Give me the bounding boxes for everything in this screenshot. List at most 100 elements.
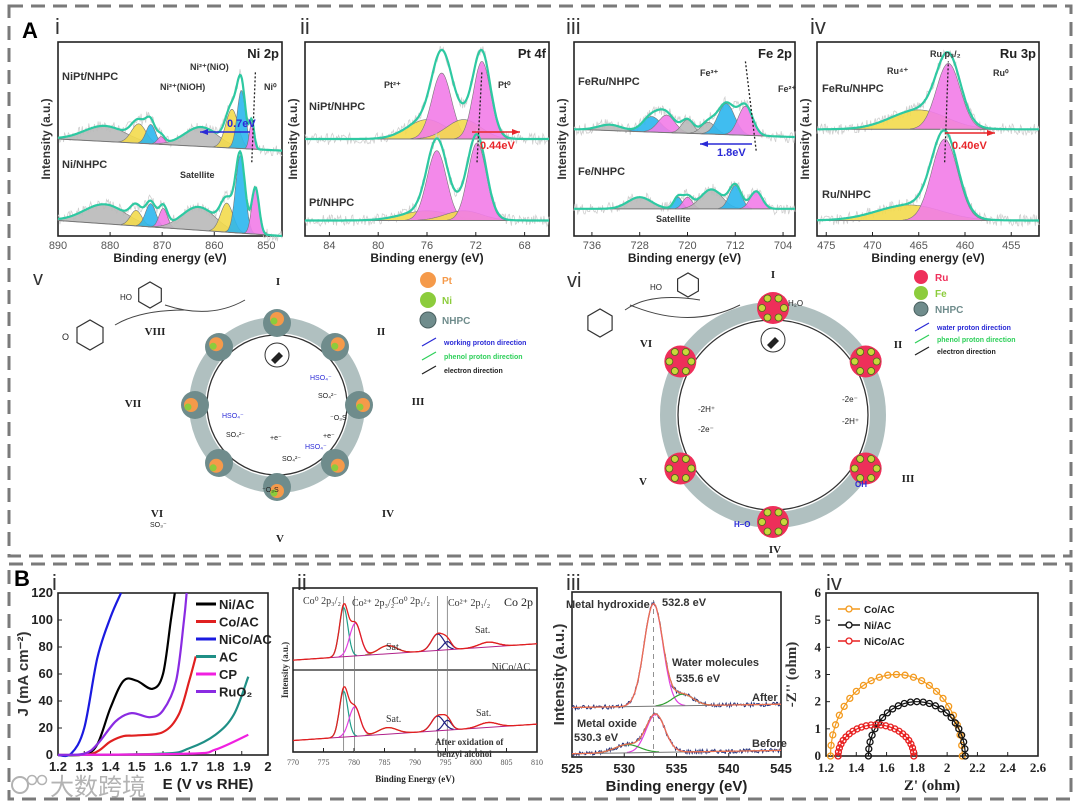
data-point — [951, 719, 959, 727]
fe-atom — [774, 313, 783, 322]
x-tick-label: 1.4 — [101, 759, 120, 774]
fe-atom — [850, 464, 859, 473]
legend-label: Ni/AC — [219, 597, 255, 612]
x-tick-label: 84 — [323, 240, 335, 252]
annotation-label: Ni²⁺(NiOH) — [160, 82, 205, 92]
chart-A-ii: ii 84 80 76 72 68 Binding energy (eV) Intensity… — [286, 14, 550, 265]
trace-label: Pt/NHPC — [309, 197, 354, 209]
data-point — [864, 752, 873, 760]
y-axis-label: Intensity (a.u.) — [798, 98, 812, 179]
x-tick-label: 850 — [257, 240, 275, 252]
plot-frame — [816, 41, 1040, 237]
data-point — [961, 752, 969, 760]
panel-B-frame — [7, 562, 1073, 801]
y-axis-label: Intensity (a.u.) — [551, 624, 568, 726]
fe-atom — [758, 304, 766, 312]
x-tick-label: 780 — [348, 758, 360, 767]
legend-label: CP — [219, 667, 237, 682]
species-label: +e⁻ — [323, 433, 335, 440]
fe-atom — [763, 527, 772, 536]
data-point — [877, 721, 885, 729]
annotation-label: Ru⁰ — [993, 68, 1009, 78]
fe-atom — [872, 357, 881, 366]
legend-label: Co/AC — [219, 615, 259, 630]
legend-swatch-ru — [914, 270, 928, 284]
x-tick-label: 1.5 — [128, 759, 146, 774]
fe-atom — [681, 455, 690, 463]
x-tick-label: 1.6 — [154, 759, 172, 774]
y-tick-label: 120 — [31, 585, 53, 600]
annotation-label: Sat. — [386, 714, 401, 725]
trace-feru-nhpc — [816, 49, 1040, 137]
shift-label: 0.40eV — [952, 140, 988, 152]
legend-swatch-ni — [420, 292, 436, 308]
data-point — [840, 702, 848, 711]
legend-arrow-label: electron direction — [937, 349, 996, 356]
panel-label-B-iv: iv — [826, 570, 842, 595]
species-label: -2e⁻ — [842, 395, 858, 404]
data-point — [953, 721, 961, 729]
data-point — [846, 694, 854, 703]
x-tick-label: 712 — [726, 240, 744, 252]
legend-label: NHPC — [935, 305, 963, 316]
panel-label-B-ii: ii — [297, 570, 307, 595]
fe-atom — [856, 367, 865, 375]
x-tick-label: 1.7 — [180, 759, 198, 774]
envelope-line — [817, 51, 1039, 131]
annotation-label: Metal oxide — [577, 718, 637, 730]
x-tick-label: 870 — [153, 240, 171, 252]
x-tick-label: 728 — [631, 240, 649, 252]
data-point — [867, 721, 875, 729]
trace-pt-nhpc — [304, 129, 550, 228]
y-tick-label: 40 — [39, 693, 53, 708]
shift-label: 0.44eV — [480, 140, 516, 152]
legend-label: Ru — [935, 273, 948, 284]
x-tick-label: 775 — [318, 758, 330, 767]
species-label: ⁻O₃S — [330, 415, 347, 422]
data-point — [865, 745, 873, 753]
chart-A-iv: iv 475 470 465 460 455 Binding energy (eV) Inte… — [798, 14, 1040, 265]
y-tick-label: 100 — [31, 612, 53, 627]
chart-B-ii: ii 770 775 780 785 790 795 800 805 810 Binding Ene… — [280, 570, 543, 784]
x-tick-label: 860 — [205, 240, 223, 252]
panel-title: Ni 2p — [247, 46, 279, 61]
fe-atom — [850, 357, 859, 366]
data-point — [826, 752, 835, 760]
data-point — [875, 673, 884, 681]
species-label: H₂O — [788, 299, 803, 308]
annotation-label: Ni⁰ — [264, 82, 277, 92]
panel-label-A-i: i — [55, 14, 60, 39]
y-tick-label: 0 — [46, 747, 53, 762]
panel-title: Co 2p — [504, 595, 533, 609]
nyquist-line-niac — [867, 701, 966, 757]
data-point — [931, 702, 940, 710]
y-tick-label: 6 — [815, 585, 822, 600]
fe-atom — [758, 518, 766, 526]
data-point — [837, 740, 845, 748]
data-point — [957, 731, 966, 739]
panel-label-A-iv: iv — [810, 14, 826, 39]
stage-label: VIII — [145, 326, 166, 338]
x-tick-label: 1.6 — [878, 760, 895, 775]
reaction-arrow — [164, 299, 246, 312]
panel-B-label: B — [14, 566, 30, 591]
annotation-label: Satellite — [180, 170, 215, 180]
x-tick-label: 1.3 — [75, 759, 93, 774]
peak-shift-dotted-line — [944, 61, 949, 163]
legend-arrow-label: working proton direction — [443, 340, 526, 347]
fe-atom — [681, 474, 690, 482]
annotation-label: Pt⁰ — [498, 80, 511, 90]
x-tick-label: 2.2 — [969, 760, 985, 775]
chart-A-i: i 890 880 870 860 850 Binding energy (eV) Inten… — [39, 14, 283, 265]
shift-arrowhead — [700, 141, 708, 147]
annotation-label: 530.3 eV — [574, 732, 619, 744]
fe-atom — [856, 455, 865, 463]
annotation-label: 532.8 eV — [662, 597, 707, 609]
trace-nico-ac — [292, 603, 538, 661]
panel-title: Fe 2p — [758, 46, 792, 61]
envelope-line — [573, 101, 796, 139]
annotation-label: Co⁰ 2p₃/₂ — [303, 596, 341, 607]
data-point — [853, 725, 861, 733]
x-tick-label: 465 — [910, 240, 928, 252]
x-tick-label: 535 — [666, 761, 688, 776]
